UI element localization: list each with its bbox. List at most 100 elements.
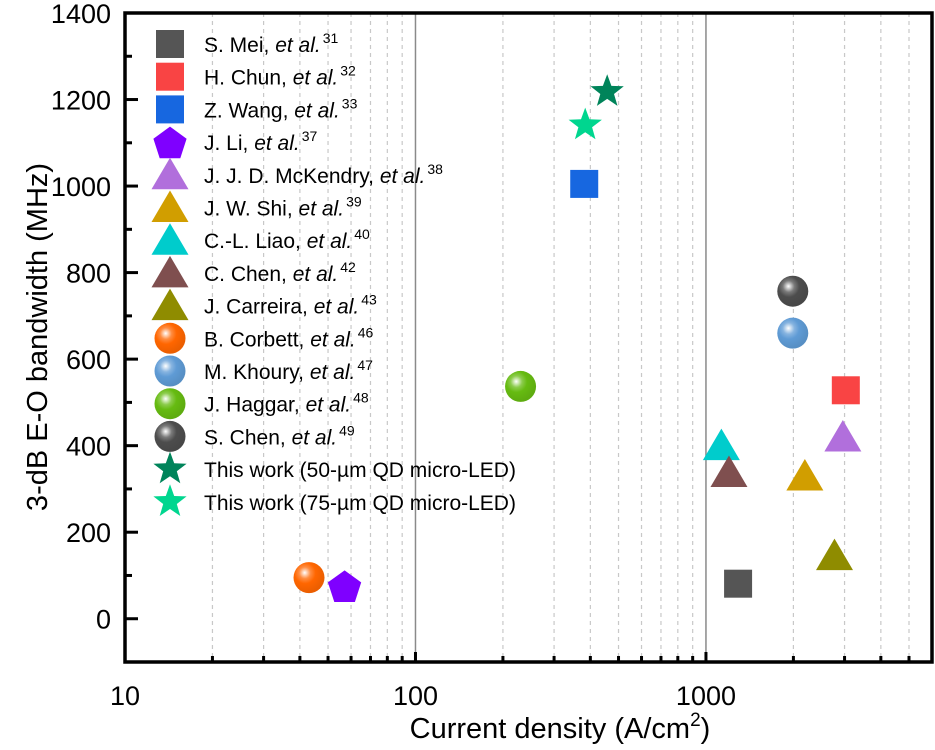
legend-label-etal: et al. xyxy=(314,296,360,319)
legend-marker-square xyxy=(156,95,184,124)
legend-item: J. Haggar, et al. 48 xyxy=(154,388,369,420)
legend-marker-square xyxy=(156,30,184,58)
legend-label: C. Chen, et al. 42 xyxy=(204,259,356,286)
legend-marker-sphere xyxy=(154,355,186,387)
legend-label-etal: et al. xyxy=(275,34,321,57)
legend-marker-triangle xyxy=(151,223,189,255)
legend-marker-sphere xyxy=(154,322,186,354)
x-axis-title-main: Current density (A/cm xyxy=(410,713,690,745)
legend-item: S. Chen, et al. 49 xyxy=(154,420,355,452)
data-point-triangle xyxy=(710,455,748,487)
tick-labels: 0 200 400 600 800 1000 1200 1400 10 100 1000 xyxy=(51,0,736,711)
legend-label: C.-L. Liao, et al. 40 xyxy=(204,226,370,253)
x-axis-title-sup: 2 xyxy=(690,710,701,731)
legend-label-ref: 49 xyxy=(339,422,355,438)
legend-label-etal: et al. xyxy=(254,132,300,155)
legend-marker-triangle xyxy=(151,190,189,222)
data-point-star xyxy=(568,107,602,140)
x-axis-title-end: ) xyxy=(701,713,711,745)
legend-label-etal: et al. xyxy=(294,99,340,122)
data-point-triangle xyxy=(815,538,853,571)
legend-label-name: J. Li, xyxy=(204,132,254,155)
x-tick-label: 10 xyxy=(110,681,140,711)
legend-label-etal: et al. xyxy=(293,263,339,286)
legend-label-etal: et al. xyxy=(310,361,356,384)
legend-label: This work (75-µm QD micro-LED) xyxy=(204,492,516,515)
y-tick-label: 200 xyxy=(66,518,111,548)
y-tick-label: 800 xyxy=(66,259,111,289)
legend-label-ref: 40 xyxy=(354,226,370,242)
legend: S. Mei, et al. 31H. Chun, et al. 32Z. Wang… xyxy=(151,30,516,516)
grid-lines xyxy=(211,13,910,662)
legend-label-name: J. W. Shi, xyxy=(204,198,299,221)
data-point-sphere xyxy=(777,275,809,307)
legend-label: H. Chun, et al. 32 xyxy=(204,63,356,90)
legend-label-etal: et al. xyxy=(307,230,353,253)
legend-marker-star xyxy=(153,451,187,484)
plot-frame xyxy=(123,11,934,664)
x-tick-label: 1000 xyxy=(676,681,736,711)
legend-item: Z. Wang, et al. 33 xyxy=(156,95,358,124)
legend-label: Z. Wang, et al. 33 xyxy=(204,95,358,122)
legend-label: S. Mei, et al. 31 xyxy=(204,30,339,57)
legend-label-ref: 31 xyxy=(323,30,339,46)
data-point-sphere xyxy=(777,317,809,349)
legend-item: J. Carreira, et al. 43 xyxy=(151,288,377,321)
y-tick-label: 400 xyxy=(66,432,111,462)
legend-label-name: M. Khoury, xyxy=(204,361,310,384)
data-point-sphere xyxy=(505,370,537,402)
data-point-triangle xyxy=(824,420,862,452)
data-point-triangle xyxy=(702,428,740,461)
legend-label-etal: et al. xyxy=(292,426,338,449)
x-tick-label: 100 xyxy=(393,681,438,711)
legend-label-name: S. Chen, xyxy=(204,426,292,449)
legend-label-name: J. Carreira, xyxy=(204,296,314,319)
legend-label: J. J. D. McKendry, et al. 38 xyxy=(204,161,443,188)
data-point-star xyxy=(590,74,624,106)
legend-label: J. Li, et al. 37 xyxy=(204,128,318,155)
legend-marker-square xyxy=(156,62,184,91)
legend-marker-triangle xyxy=(151,255,189,288)
legend-marker-star xyxy=(153,484,187,516)
legend-label-name: This work (50-µm QD micro-LED) xyxy=(204,459,516,482)
legend-label: S. Chen, et al. 49 xyxy=(204,422,355,449)
data-point-triangle xyxy=(786,458,824,491)
y-tick-label: 600 xyxy=(66,345,111,375)
legend-item: J. W. Shi, et al. 39 xyxy=(151,190,362,222)
legend-label-name: J. Haggar, xyxy=(204,394,306,417)
legend-label-etal: et al. xyxy=(380,165,426,188)
legend-label-etal: et al. xyxy=(310,328,356,351)
y-tick-label: 1200 xyxy=(51,86,111,116)
legend-label: J. W. Shi, et al. 39 xyxy=(204,194,362,221)
legend-label-etal: et al. xyxy=(306,394,352,417)
legend-label-ref: 32 xyxy=(340,63,356,79)
data-point-square xyxy=(831,376,860,405)
legend-label-name: C. Chen, xyxy=(204,263,293,286)
legend-label-ref: 37 xyxy=(302,128,318,144)
y-tick-label: 0 xyxy=(96,605,111,635)
legend-label-ref: 48 xyxy=(353,390,369,406)
legend-label: J. Haggar, et al. 48 xyxy=(204,390,369,417)
legend-marker-triangle xyxy=(151,157,189,190)
legend-label: B. Corbett, et al. 46 xyxy=(204,324,374,351)
legend-label-ref: 47 xyxy=(357,357,373,373)
legend-item: H. Chun, et al. 32 xyxy=(156,63,356,91)
legend-label: J. Carreira, et al. 43 xyxy=(204,292,377,319)
data-point-square xyxy=(724,569,753,598)
legend-label-name: B. Corbett, xyxy=(204,328,310,351)
data-point-pentagon xyxy=(327,570,362,602)
legend-item: S. Mei, et al. 31 xyxy=(156,30,339,58)
legend-marker-triangle xyxy=(151,288,189,321)
y-axis-title: 3-dB E-O bandwidth (MHz) xyxy=(22,163,54,511)
y-tick-label: 1000 xyxy=(51,172,111,202)
data-point-sphere xyxy=(293,562,325,594)
data-points xyxy=(293,74,862,602)
legend-item: C. Chen, et al. 42 xyxy=(151,255,356,288)
legend-label-name: S. Mei, xyxy=(204,34,275,57)
legend-label-ref: 42 xyxy=(340,259,356,275)
legend-label-ref: 39 xyxy=(346,194,362,210)
legend-label-name: This work (75-µm QD micro-LED) xyxy=(204,492,516,515)
legend-label: This work (50-µm QD micro-LED) xyxy=(204,459,516,482)
legend-item: B. Corbett, et al. 46 xyxy=(154,322,374,354)
